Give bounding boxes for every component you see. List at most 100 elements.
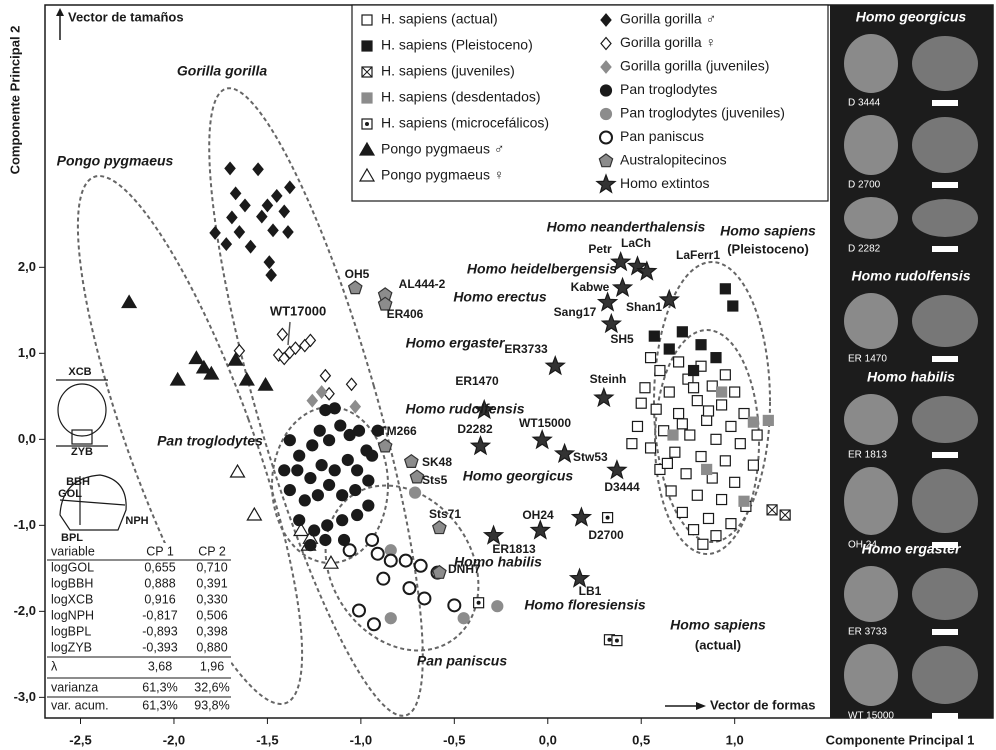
annotation: Gorilla gorilla <box>177 63 267 79</box>
point <box>415 560 427 572</box>
skull-photo <box>844 293 898 349</box>
skull-photo <box>912 568 978 620</box>
table-cell: logZYB <box>51 640 92 654</box>
table-cell: 1,96 <box>200 659 224 673</box>
table-cell: logBPL <box>51 624 91 638</box>
point-label: Shan1 <box>626 300 662 314</box>
point <box>316 460 327 471</box>
point <box>294 515 305 526</box>
legend-label: Gorilla gorilla (juveniles) <box>620 58 769 74</box>
skull-label: ZYB <box>71 446 93 458</box>
table-cell: 61,3% <box>142 698 177 712</box>
point <box>717 495 727 505</box>
point <box>354 425 365 436</box>
point <box>728 301 738 311</box>
specimen-label: ER 3733 <box>848 627 887 638</box>
point <box>607 638 611 642</box>
legend-label: Pan paniscus <box>620 128 704 144</box>
x-tick-label: -0,5 <box>443 732 465 747</box>
point <box>720 370 730 380</box>
skull-photo <box>844 394 898 445</box>
point <box>372 548 384 560</box>
annotation: Homo georgicus <box>463 468 574 484</box>
point <box>655 366 665 376</box>
point <box>324 435 335 446</box>
table-cell: 0,710 <box>196 560 227 574</box>
point <box>284 435 295 446</box>
annotation: Pan paniscus <box>417 653 507 669</box>
point <box>730 387 740 397</box>
point <box>739 409 749 419</box>
point <box>606 516 610 520</box>
table-cell: -0,817 <box>142 608 177 622</box>
table-cell: varianza <box>51 680 98 694</box>
point <box>329 403 340 414</box>
point <box>279 465 290 476</box>
point-label: Sts5 <box>422 473 448 487</box>
point-label: SH5 <box>610 332 634 346</box>
point <box>294 450 305 461</box>
point <box>352 510 363 521</box>
point <box>664 387 674 397</box>
point <box>363 475 374 486</box>
specimen-label: D 2282 <box>848 244 881 255</box>
point <box>368 618 380 630</box>
point <box>674 357 684 367</box>
point <box>292 465 303 476</box>
table-cell: -0,393 <box>142 640 177 654</box>
x-axis-title: Componente Principal 1 <box>826 732 975 747</box>
point-label: ER406 <box>387 307 424 321</box>
annotation: Homo rudolfensis <box>405 401 524 417</box>
legend-label: Gorilla gorilla ♀ <box>620 34 716 50</box>
scale-bar <box>932 452 958 458</box>
annotation: Homo ergaster <box>406 335 506 351</box>
point-dot <box>606 516 610 520</box>
point <box>763 415 773 425</box>
skull-photo <box>844 467 898 535</box>
x-tick-label: 1,0 <box>726 732 744 747</box>
table-cell: -0,893 <box>142 624 177 638</box>
point <box>627 439 637 449</box>
point <box>632 421 642 431</box>
point <box>492 601 503 612</box>
annotation: Homo habilis <box>454 554 542 570</box>
skull-photo <box>844 197 898 239</box>
table-cell: 0,398 <box>196 624 227 638</box>
point <box>299 495 310 506</box>
point-label: Petr <box>588 242 612 256</box>
annotation: Pan troglodytes <box>157 433 263 449</box>
legend-marker <box>362 93 372 103</box>
annotation: Homo heidelbergensis <box>467 261 617 277</box>
point <box>305 540 316 551</box>
annotation: Homo floresiensis <box>524 597 646 613</box>
point <box>344 544 356 556</box>
table-cell: 0,880 <box>196 640 227 654</box>
y-axis-title: Componente Principal 2 <box>7 26 22 175</box>
point <box>668 430 678 440</box>
y-tick-label: -3,0 <box>14 689 36 704</box>
legend-marker <box>601 109 612 120</box>
point <box>689 525 699 535</box>
point-label: WT15000 <box>519 416 571 430</box>
legend-label: Australopitecinos <box>620 152 727 168</box>
point <box>692 396 702 406</box>
table-cell: 0,391 <box>196 576 227 590</box>
legend-label: H. sapiens (actual) <box>381 11 498 27</box>
point <box>312 490 323 501</box>
skull-photo <box>912 36 978 91</box>
point <box>337 515 348 526</box>
point <box>685 430 695 440</box>
x-tick-label: 0,0 <box>539 732 557 747</box>
point-label: D3444 <box>604 480 640 494</box>
x-tick-label: -2,5 <box>69 732 91 747</box>
x-tick-label: -1,0 <box>350 732 372 747</box>
point <box>664 344 674 354</box>
point <box>739 496 749 506</box>
point-label: OH24 <box>522 508 554 522</box>
point <box>418 592 430 604</box>
x-tick-label: 0,5 <box>632 732 650 747</box>
annotation: Pongo pygmaeus <box>57 153 174 169</box>
point <box>646 353 656 363</box>
table-header: CP 1 <box>146 544 174 558</box>
point <box>702 464 712 474</box>
